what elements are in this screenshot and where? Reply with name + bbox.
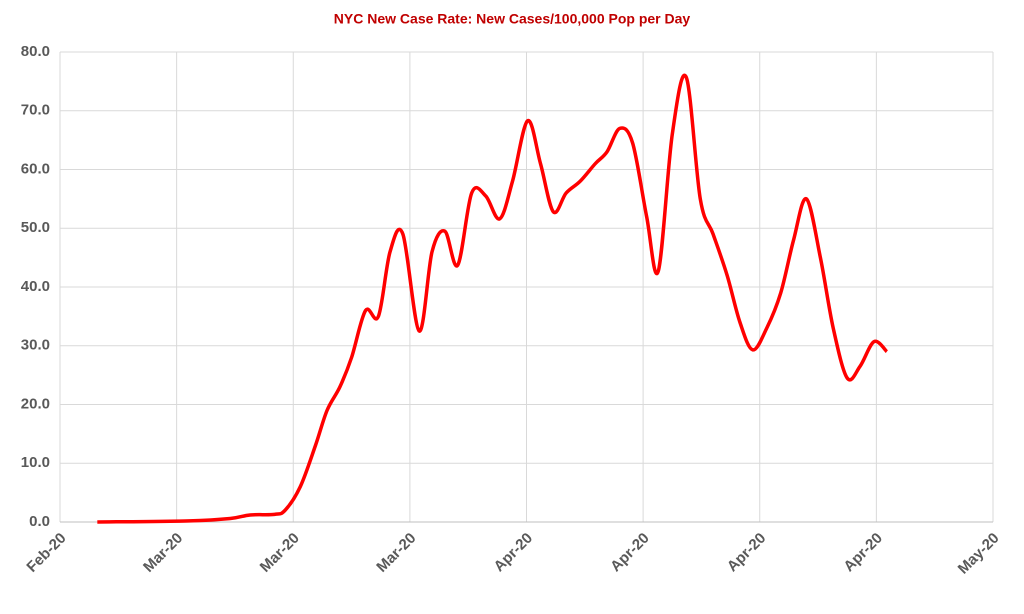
x-tick-label: Mar-20	[140, 530, 186, 576]
chart-title: NYC New Case Rate: New Cases/100,000 Pop…	[334, 11, 691, 27]
x-tick-label: May-20	[955, 530, 1003, 578]
y-tick-label: 70.0	[21, 102, 50, 119]
x-tick-label: Mar-20	[373, 530, 419, 576]
x-tick-label: Apr-20	[491, 530, 537, 576]
x-tick-label: Mar-20	[257, 530, 303, 576]
line	[97, 73, 889, 524]
x-tick-label: Apr-20	[607, 530, 653, 576]
y-tick-label: 80.0	[21, 43, 50, 60]
x-tick-label: Apr-20	[724, 530, 770, 576]
y-tick-label: 50.0	[21, 219, 50, 236]
y-tick-label: 60.0	[21, 160, 50, 177]
y-tick-label: 40.0	[21, 278, 50, 295]
y-tick-label: 0.0	[29, 513, 50, 530]
y-tick-label: 10.0	[21, 454, 50, 471]
y-tick-label: 30.0	[21, 337, 50, 354]
x-tick-label: Apr-20	[840, 530, 886, 576]
x-tick-label: Feb-20	[23, 530, 69, 576]
y-tick-label: 20.0	[21, 395, 50, 412]
